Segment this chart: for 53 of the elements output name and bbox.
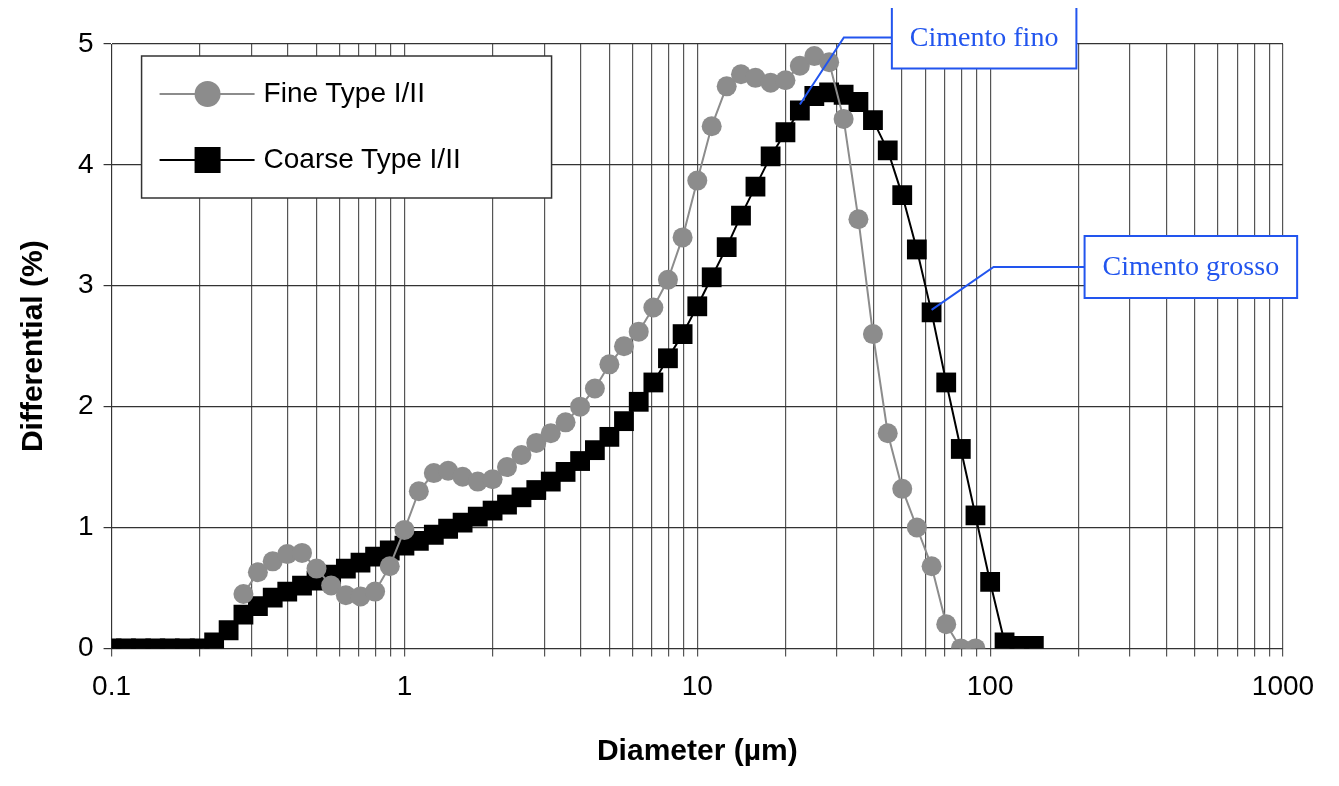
point — [379, 556, 400, 577]
point — [526, 432, 547, 453]
point — [643, 297, 664, 318]
point — [628, 321, 649, 342]
annotation: Cimento fino — [909, 20, 1059, 52]
x-tick-label: 1 — [396, 669, 413, 701]
point — [701, 116, 722, 137]
point — [892, 478, 913, 499]
point — [657, 269, 678, 290]
x-tick-label: 1000 — [1251, 669, 1315, 701]
y-tick-label: 2 — [77, 389, 94, 421]
point — [672, 227, 693, 248]
point — [716, 76, 737, 97]
annotation: Cimento grosso — [1102, 250, 1280, 282]
point — [789, 55, 810, 76]
y-tick-label: 5 — [77, 26, 94, 58]
point — [599, 354, 620, 375]
legend-label: Coarse Type I/II — [263, 142, 461, 174]
point — [233, 584, 254, 604]
y-tick-label: 3 — [77, 268, 94, 300]
point — [687, 170, 708, 191]
point — [848, 209, 869, 230]
y-tick-label: 4 — [77, 147, 94, 179]
point — [394, 519, 415, 540]
point — [936, 614, 957, 635]
point — [555, 412, 576, 433]
y-tick-label: 1 — [77, 510, 94, 542]
point — [306, 558, 327, 579]
point — [482, 469, 503, 490]
point — [877, 423, 898, 444]
point — [365, 581, 386, 602]
x-tick-label: 10 — [681, 669, 713, 701]
point — [921, 556, 942, 577]
point — [247, 562, 268, 583]
point — [584, 378, 605, 399]
y-tick-label: 0 — [77, 631, 94, 663]
point — [292, 542, 313, 563]
x-axis-title: Diameter (µm) — [596, 733, 798, 767]
point — [540, 423, 561, 444]
point — [775, 70, 796, 91]
point — [833, 108, 854, 129]
x-tick-label: 100 — [966, 669, 1014, 701]
point — [614, 336, 634, 357]
x-tick-label: 0.1 — [92, 669, 132, 701]
point — [862, 324, 883, 345]
legend-label: Fine Type I/II — [263, 76, 425, 108]
point — [511, 444, 532, 465]
y-axis-title: Differential (%) — [15, 240, 49, 453]
point — [408, 481, 429, 502]
point — [906, 517, 927, 538]
point — [570, 396, 591, 417]
point — [497, 457, 517, 478]
point — [321, 575, 342, 596]
